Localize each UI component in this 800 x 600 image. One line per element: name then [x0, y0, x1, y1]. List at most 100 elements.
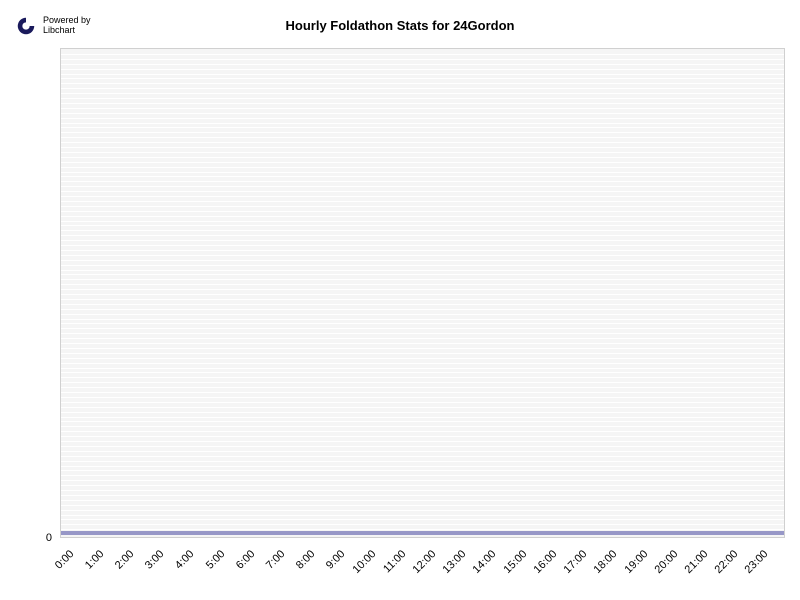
gridline: [61, 54, 784, 55]
gridline: [61, 250, 784, 251]
gridline: [61, 265, 784, 266]
gridline: [61, 328, 784, 329]
gridline: [61, 323, 784, 324]
x-tick-label: 20:00: [652, 548, 680, 576]
gridline: [61, 515, 784, 516]
gridline: [61, 196, 784, 197]
gridline: [61, 274, 784, 275]
gridline: [61, 338, 784, 339]
gridline: [61, 132, 784, 133]
gridline: [61, 299, 784, 300]
x-tick-label: 18:00: [592, 548, 620, 576]
gridline: [61, 216, 784, 217]
gridline: [61, 162, 784, 163]
gridline: [61, 441, 784, 442]
chart-container: Powered by Libchart Hourly Foldathon Sta…: [0, 0, 800, 600]
gridline: [61, 446, 784, 447]
gridline: [61, 387, 784, 388]
gridline: [61, 225, 784, 226]
x-tick-label: 7:00: [264, 548, 288, 572]
x-tick-label: 6:00: [234, 548, 258, 572]
gridline: [61, 431, 784, 432]
gridline: [61, 309, 784, 310]
x-tick-label: 11:00: [381, 548, 408, 575]
gridline: [61, 289, 784, 290]
gridline: [61, 235, 784, 236]
gridline: [61, 123, 784, 124]
gridline: [61, 421, 784, 422]
gridline: [61, 230, 784, 231]
gridline: [61, 363, 784, 364]
y-tick-label: 0: [0, 532, 52, 544]
gridline: [61, 480, 784, 481]
gridline: [61, 314, 784, 315]
gridline: [61, 113, 784, 114]
x-tick-label: 8:00: [294, 548, 318, 572]
x-tick-label: 1:00: [83, 548, 107, 572]
gridline: [61, 407, 784, 408]
gridline: [61, 172, 784, 173]
gridline: [61, 152, 784, 153]
gridline: [61, 426, 784, 427]
x-tick-label: 9:00: [324, 548, 348, 572]
gridline: [61, 294, 784, 295]
gridline: [61, 500, 784, 501]
gridline: [61, 451, 784, 452]
gridline: [61, 83, 784, 84]
x-tick-label: 16:00: [531, 548, 559, 576]
gridline: [61, 368, 784, 369]
x-tick-label: 13:00: [441, 548, 469, 576]
x-tick-label: 17:00: [562, 548, 590, 576]
x-tick-label: 14:00: [471, 548, 499, 576]
gridline: [61, 402, 784, 403]
gridline: [61, 157, 784, 158]
x-tick-label: 21:00: [682, 548, 710, 576]
gridline: [61, 466, 784, 467]
gridline: [61, 475, 784, 476]
gridline: [61, 333, 784, 334]
gridline: [61, 260, 784, 261]
gridline: [61, 436, 784, 437]
gridline: [61, 417, 784, 418]
gridline: [61, 221, 784, 222]
gridline: [61, 103, 784, 104]
gridline: [61, 108, 784, 109]
gridline: [61, 524, 784, 525]
x-tick-label: 19:00: [622, 548, 650, 576]
gridline: [61, 397, 784, 398]
x-tick-label: 4:00: [173, 548, 197, 572]
gridline: [61, 279, 784, 280]
gridline: [61, 485, 784, 486]
gridline: [61, 270, 784, 271]
gridline: [61, 118, 784, 119]
gridline: [61, 519, 784, 520]
x-tick-label: 2:00: [113, 548, 137, 572]
gridline: [61, 98, 784, 99]
gridline: [61, 510, 784, 511]
gridline: [61, 69, 784, 70]
gridline: [61, 358, 784, 359]
gridline: [61, 372, 784, 373]
x-tick-label: 12:00: [411, 548, 439, 576]
gridline: [61, 382, 784, 383]
x-tick-label: 15:00: [501, 548, 529, 576]
gridline: [61, 88, 784, 89]
x-tick-label: 22:00: [713, 548, 741, 576]
gridline: [61, 127, 784, 128]
gridline: [61, 456, 784, 457]
gridline: [61, 211, 784, 212]
chart-title: Hourly Foldathon Stats for 24Gordon: [0, 18, 800, 33]
gridline: [61, 78, 784, 79]
gridline: [61, 206, 784, 207]
gridline: [61, 319, 784, 320]
gridline: [61, 186, 784, 187]
gridline: [61, 284, 784, 285]
gridline: [61, 304, 784, 305]
x-tick-label: 0:00: [52, 548, 76, 572]
gridline: [61, 201, 784, 202]
gridline: [61, 353, 784, 354]
gridline: [61, 495, 784, 496]
x-tick-label: 10:00: [350, 548, 378, 576]
gridline: [61, 142, 784, 143]
gridline: [61, 59, 784, 60]
